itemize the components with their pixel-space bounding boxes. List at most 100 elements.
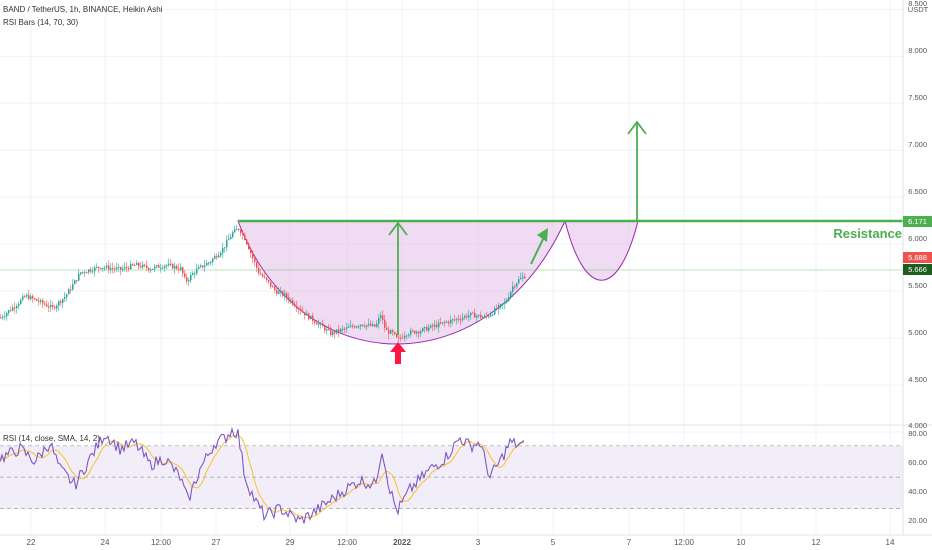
candle-body (450, 319, 452, 324)
candle-body (386, 327, 388, 331)
y-label: 4.000 (908, 421, 927, 430)
candle-body (270, 282, 272, 287)
rsi-title[interactable]: RSI (14, close, SMA, 14, 2) (3, 434, 100, 443)
candle-body (250, 249, 252, 254)
candle-body (132, 264, 134, 266)
candle-body (458, 318, 460, 320)
candle-body (344, 328, 346, 330)
candle-body (130, 264, 132, 270)
rsi-axis-label: 40.00 (908, 487, 927, 496)
candle-body (204, 265, 206, 268)
candle-body (72, 284, 74, 290)
price-axis[interactable]: USDT 8.500 8.000 7.500 7.000 6.500 6.000… (908, 0, 929, 430)
candle-body (30, 296, 32, 300)
candle-body (82, 271, 84, 273)
candle-body (354, 326, 356, 328)
candle-body (312, 315, 314, 321)
candle-body (460, 319, 462, 321)
candle-body (376, 323, 378, 327)
candle-body (258, 267, 260, 274)
candle-body (388, 330, 390, 334)
candle-body (188, 280, 190, 282)
candle-body (428, 327, 430, 331)
candle-body (162, 267, 164, 269)
candle-body (402, 337, 404, 339)
candle-body (160, 267, 162, 269)
x-label: 12 (812, 538, 821, 547)
candle-body (8, 310, 10, 313)
candle-body (178, 268, 180, 270)
rsi-line (0, 426, 525, 524)
rsi-axis[interactable]: 80.00 60.00 40.00 20.00 (908, 429, 927, 525)
candle-body (316, 322, 318, 325)
candle-body (454, 319, 456, 321)
x-label: 12:00 (151, 538, 172, 547)
candle-body (216, 256, 218, 258)
candle-body (254, 258, 256, 263)
candle-body (438, 322, 440, 328)
candle-body (176, 266, 178, 269)
indicator-title[interactable]: RSI Bars (14, 70, 30) (3, 18, 79, 27)
candle-body (68, 289, 70, 295)
candle-body (184, 273, 186, 277)
candle-body (186, 276, 188, 282)
candle-body (268, 279, 270, 283)
candle-body (38, 300, 40, 302)
candle-body (210, 261, 212, 263)
candle-body (374, 324, 376, 327)
x-label: 22 (27, 538, 36, 547)
candle-body (164, 265, 166, 268)
candle-body (392, 330, 394, 333)
target-arrow-head (627, 120, 647, 135)
candle-body (16, 306, 18, 309)
candle-body (400, 337, 402, 339)
candle-body (280, 291, 282, 293)
candle-body (390, 330, 392, 334)
candle-body (220, 252, 222, 256)
y-label: 5.000 (908, 328, 927, 337)
candle-body (432, 325, 434, 327)
breakout-arrow-head (537, 228, 548, 242)
symbol-title[interactable]: BAND / TetherUS, 1h, BINANCE, Heikin Ash… (3, 5, 163, 14)
candle-body (252, 253, 254, 259)
candle-body (520, 277, 522, 280)
candle-body (118, 266, 120, 268)
x-label: 3 (476, 538, 481, 547)
candle-body (214, 256, 216, 259)
y-label: 8.000 (908, 46, 927, 55)
candle-body (180, 267, 182, 270)
candle-body (46, 304, 48, 307)
red-up-arrow-icon (390, 342, 406, 364)
candle-body (122, 268, 124, 270)
candle-body (494, 308, 496, 315)
candle-body (456, 318, 458, 320)
candle-body (96, 266, 98, 268)
candle-body (88, 269, 90, 273)
candle-body (336, 329, 338, 334)
candle-body (476, 315, 478, 318)
candle-body (182, 267, 184, 274)
y-label: 7.500 (908, 93, 927, 102)
candle-body (500, 304, 502, 306)
rsi-axis-label: 60.00 (908, 458, 927, 467)
candle-body (474, 312, 476, 318)
candle-body (64, 296, 66, 299)
candle-body (482, 316, 484, 318)
x-label: 10 (737, 538, 746, 547)
candle-body (324, 326, 326, 331)
candle-body (478, 314, 480, 316)
candle-body (126, 267, 128, 269)
candle-body (90, 269, 92, 272)
candle-body (306, 313, 308, 316)
candle-body (2, 317, 4, 319)
candle-body (292, 300, 294, 305)
candle-body (328, 329, 330, 331)
candle-body (156, 265, 158, 267)
time-axis[interactable]: 22 24 12:00 27 29 12:00 2022 3 5 7 12:00… (27, 538, 895, 547)
candle-body (34, 298, 36, 300)
candle-body (442, 322, 444, 324)
candle-body (330, 329, 332, 335)
candle-body (272, 286, 274, 288)
candle-body (512, 286, 514, 292)
